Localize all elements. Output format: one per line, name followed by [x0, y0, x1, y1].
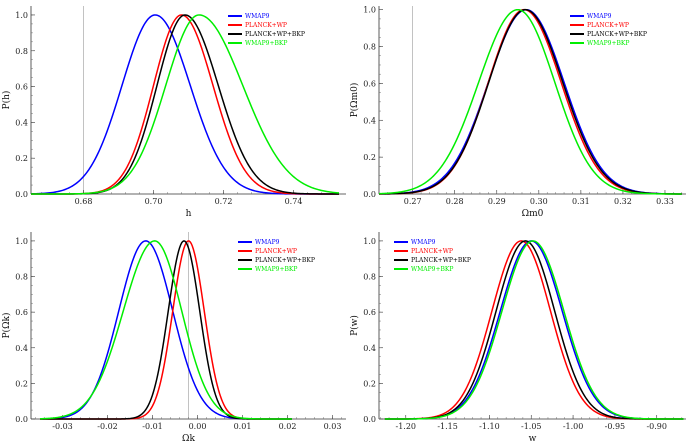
- y-tick-label: 0.2: [363, 153, 376, 162]
- x-tick-label: -0.01: [142, 422, 163, 431]
- legend-label: PLANCK+WP+BKP: [411, 257, 471, 264]
- x-axis-label: h: [186, 209, 192, 219]
- legend-label: PLANCK+WP+BKP: [587, 31, 647, 38]
- panel-h: 0.68 0.70 0.72 0.74 0.0 0.2 0.4 0.6 0.8 1.0 h P(h) W…: [1, 6, 346, 219]
- y-tick-label: 0.2: [363, 379, 376, 388]
- series-line-wmap9-bkp: [378, 8, 682, 195]
- legend-label: PLANCK+WP+BKP: [245, 31, 305, 38]
- legend-label: WMAP9: [587, 13, 612, 20]
- y-tick-label: 1.0: [363, 6, 376, 15]
- legend-label: WMAP9+BKP: [411, 266, 453, 273]
- series-line-planck-wp: [31, 14, 339, 195]
- x-tick-label: -1.10: [479, 422, 500, 431]
- y-tick-label: 0.6: [363, 79, 376, 88]
- y-axis-label: P(Ωm0): [349, 83, 360, 118]
- x-tick-label: 0.01: [234, 422, 252, 431]
- y-tick-label: 0.4: [15, 118, 28, 127]
- x-tick-label: 0.72: [215, 197, 233, 206]
- x-tick-label: -1.15: [437, 422, 458, 431]
- y-tick-label: 1.0: [15, 237, 28, 246]
- x-tick-label: 0.29: [488, 197, 506, 206]
- y-axis-label: P(Ωk): [1, 313, 12, 339]
- y-tick-label: 0.4: [15, 344, 28, 353]
- legend-label: PLANCK+WP: [587, 22, 629, 29]
- x-tick-label: 0.32: [614, 197, 632, 206]
- x-tick-label: 0.33: [656, 197, 674, 206]
- legend-label: PLANCK+WP: [411, 248, 453, 255]
- y-tick-label: 0.0: [15, 190, 28, 199]
- x-axis-label: Ωk: [182, 434, 195, 444]
- legend-label: PLANCK+WP+BKP: [255, 257, 315, 264]
- legend-label: PLANCK+WP: [245, 22, 287, 29]
- panel-w: -1.20 -1.15 -1.10 -1.05 -1.00 -0.95 -0.90 0.0 0.…: [349, 232, 686, 444]
- x-tick-label: 0.30: [530, 197, 548, 206]
- y-tick-label: 0.6: [15, 83, 28, 92]
- panel-omega-m0: 0.27 0.28 0.29 0.30 0.31 0.32 0.33 0.0 0.2 0.4 0.6…: [349, 6, 686, 219]
- panel-omega-k: -0.03 -0.02 -0.01 0.00 0.01 0.02 0.03 0.0 0.2 0.4…: [1, 232, 346, 444]
- legend-label: WMAP9+BKP: [255, 266, 297, 273]
- x-tick-label: 0.27: [404, 197, 422, 206]
- x-tick-label: 0.31: [572, 197, 590, 206]
- x-tick-label: -1.20: [396, 422, 417, 431]
- legend-label: WMAP9+BKP: [587, 40, 629, 47]
- series-line-planck-wp-bkp: [378, 8, 682, 195]
- series-line-wmap9-bkp: [31, 14, 340, 195]
- series-line-wmap9: [30, 14, 339, 195]
- legend-label: PLANCK+WP: [255, 248, 297, 255]
- y-axis-label: P(w): [349, 315, 360, 336]
- legend-label: WMAP9: [245, 13, 270, 20]
- y-tick-label: 0.0: [15, 415, 28, 424]
- series-line-wmap9-bkp: [384, 240, 684, 420]
- legend-label: WMAP9: [255, 239, 280, 246]
- x-tick-label: 0.03: [324, 422, 342, 431]
- x-tick-label: -0.03: [52, 422, 73, 431]
- x-tick-label: 0.74: [285, 197, 303, 206]
- y-tick-label: 0.8: [363, 273, 376, 282]
- y-tick-label: 0.6: [363, 308, 376, 317]
- x-tick-label: -1.00: [563, 422, 584, 431]
- y-tick-label: 1.0: [15, 11, 28, 20]
- y-tick-label: 0.0: [363, 415, 376, 424]
- legend-label: WMAP9+BKP: [245, 40, 287, 47]
- y-tick-label: 0.4: [363, 344, 376, 353]
- x-tick-label: -1.05: [521, 422, 542, 431]
- x-tick-label: 0.00: [189, 422, 207, 431]
- x-tick-label: 0.28: [446, 197, 464, 206]
- y-tick-label: 0.8: [15, 47, 28, 56]
- y-tick-label: 0.8: [15, 273, 28, 282]
- y-tick-label: 0.2: [15, 154, 28, 163]
- x-tick-label: -0.90: [646, 422, 667, 431]
- x-tick-label: 0.02: [279, 422, 297, 431]
- y-tick-label: 0.2: [15, 379, 28, 388]
- y-axis-label: P(h): [1, 91, 12, 110]
- x-axis-label: w: [529, 434, 537, 444]
- y-tick-label: 0.8: [363, 43, 376, 52]
- x-tick-label: 0.70: [145, 197, 163, 206]
- x-axis-label: Ωm0: [522, 209, 544, 219]
- series-line-wmap9-bkp: [39, 240, 292, 420]
- x-tick-label: -0.95: [605, 422, 626, 431]
- series-line-planck-wp-bkp: [31, 14, 339, 195]
- legend-label: WMAP9: [411, 239, 436, 246]
- y-tick-label: 0.6: [15, 308, 28, 317]
- x-tick-label: -0.02: [97, 422, 118, 431]
- y-tick-label: 0.0: [363, 190, 376, 199]
- y-tick-label: 1.0: [363, 237, 376, 246]
- y-tick-label: 0.4: [363, 116, 376, 125]
- x-tick-label: 0.68: [75, 197, 93, 206]
